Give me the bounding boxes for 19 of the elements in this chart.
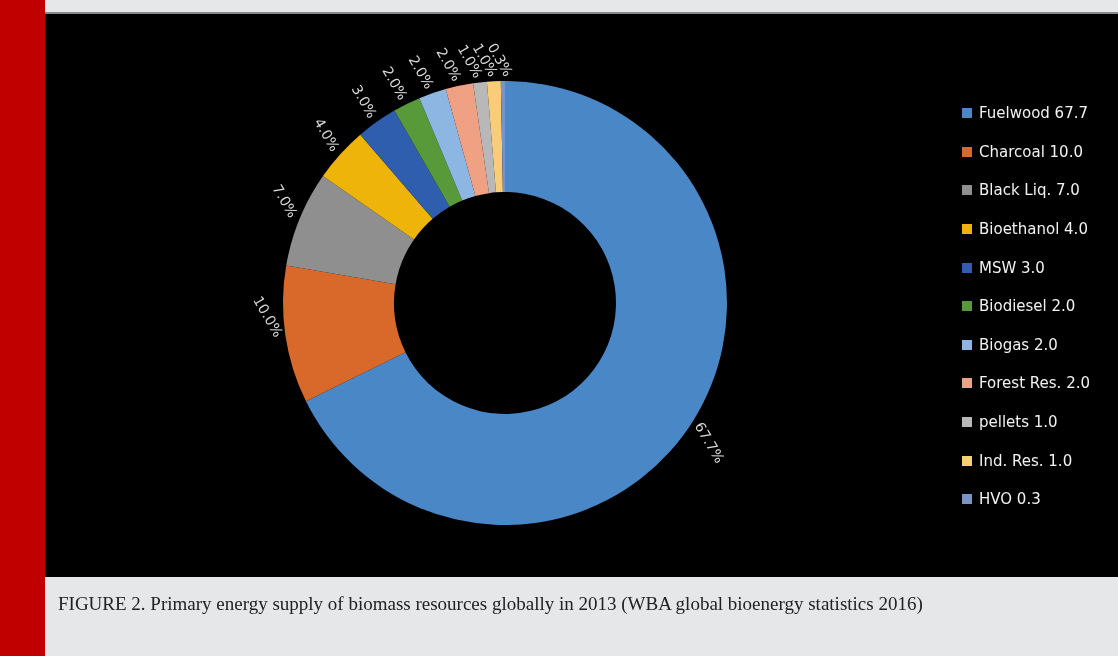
legend-label: Black Liq. 7.0 (979, 181, 1080, 200)
donut-slice (445, 83, 490, 197)
donut-slice (500, 81, 505, 193)
legend-label: Fuelwood 67.7 (979, 104, 1089, 123)
caption: FIGURE 2. Primary energy supply of biomass resources globally in 2013 (WBA global bioenergy statistics 2016) (58, 592, 924, 616)
donut-slice (394, 98, 463, 207)
donut-slice (486, 81, 503, 193)
legend-label: Bioethanol 4.0 (979, 220, 1088, 239)
legend-label: Forest Res. 2.0 (979, 374, 1090, 393)
donut-slice (419, 89, 476, 201)
donut-slice (473, 81, 496, 194)
legend-label: Biogas 2.0 (979, 335, 1058, 354)
legend-label: HVO 0.3 (979, 490, 1041, 509)
legend-label: MSW 3.0 (979, 258, 1045, 277)
legend-label: Biodiesel 2.0 (979, 297, 1076, 316)
legend-label: pellets 1.0 (979, 413, 1058, 432)
donut-slice (283, 265, 406, 402)
legend-label: Ind. Res. 1.0 (979, 451, 1073, 470)
legend-label: Charcoal 10.0 (979, 142, 1083, 161)
